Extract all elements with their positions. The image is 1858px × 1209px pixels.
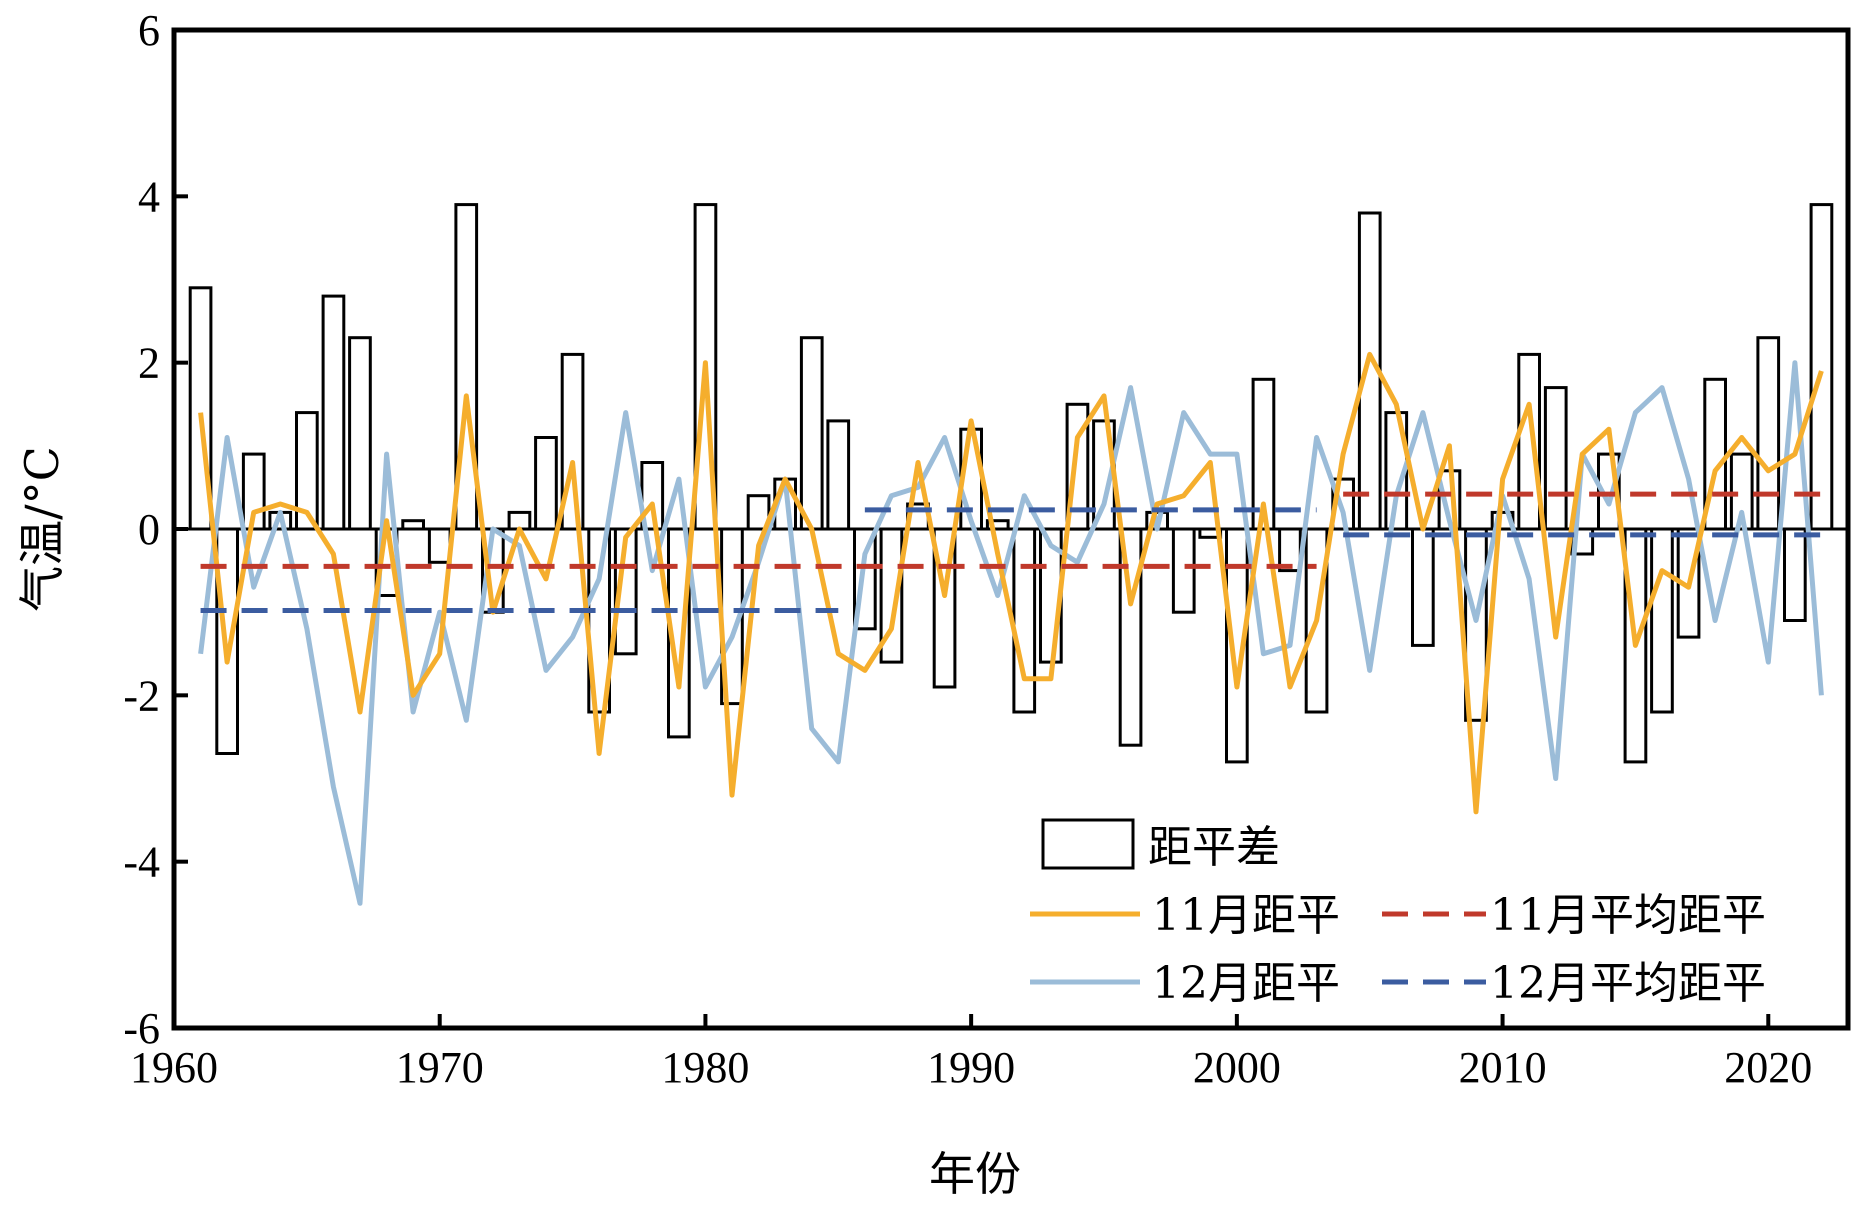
bar-1998: [1171, 527, 1196, 614]
y-tick-label: 2: [138, 339, 160, 388]
bar-2012: [1543, 386, 1568, 531]
legend: 距平差 11月距平 11月平均距平 12月距平 12月平均距平: [1030, 818, 1766, 1009]
bar-1985: [826, 419, 851, 531]
y-axis-title: 气温/°C: [15, 446, 69, 612]
bar-1970: [427, 527, 452, 564]
ticks-layer: -6 -4 -2 0 2 4 6 1960 1970 1980 1990 2000 2010 2020: [123, 6, 1812, 1092]
x-axis-title: 年份: [929, 1147, 1021, 1201]
y-tick-label: 6: [138, 6, 160, 55]
legend-swatch-bar: [1041, 818, 1135, 870]
legend-label-bar: 距平差: [1148, 822, 1280, 873]
x-tick-label: 2000: [1193, 1043, 1281, 1092]
y-tick-label: 4: [138, 172, 160, 221]
legend-label-nov: 11月距平: [1152, 890, 1340, 941]
bars-layer: [188, 203, 1834, 764]
x-tick-label: 1990: [927, 1043, 1015, 1092]
x-tick-label: 1960: [130, 1043, 218, 1092]
bar-1974: [534, 436, 558, 531]
y-tick-label: -6: [123, 1004, 160, 1053]
x-tick-label: 2020: [1724, 1043, 1812, 1092]
bar-1984: [799, 336, 824, 531]
legend-label-dec: 12月距平: [1152, 958, 1340, 1009]
x-tick-label: 1980: [661, 1043, 749, 1092]
bar-2011: [1517, 352, 1542, 531]
x-tick-label: 1970: [396, 1043, 484, 1092]
bar-2021: [1783, 527, 1807, 622]
line-dec-anomaly: [198, 360, 1824, 906]
bar-2022: [1809, 203, 1834, 531]
legend-label-dec-mean: 12月平均距平: [1490, 958, 1766, 1009]
y-tick-label: -2: [123, 671, 160, 720]
mean-lines-layer: [200, 491, 1822, 614]
bar-1967: [348, 336, 372, 531]
y-tick-label: -4: [123, 838, 160, 887]
lines-layer: [198, 351, 1824, 906]
y-tick-label: 0: [138, 505, 160, 554]
bar-2016: [1650, 527, 1674, 714]
bar-1966: [321, 294, 346, 531]
bar-1992: [1012, 527, 1037, 714]
bar-2007: [1411, 527, 1435, 647]
bar-2020: [1756, 336, 1781, 531]
line-nov-anomaly: [198, 351, 1824, 815]
legend-label-nov-mean: 11月平均距平: [1490, 890, 1766, 941]
x-tick-label: 2010: [1459, 1043, 1547, 1092]
